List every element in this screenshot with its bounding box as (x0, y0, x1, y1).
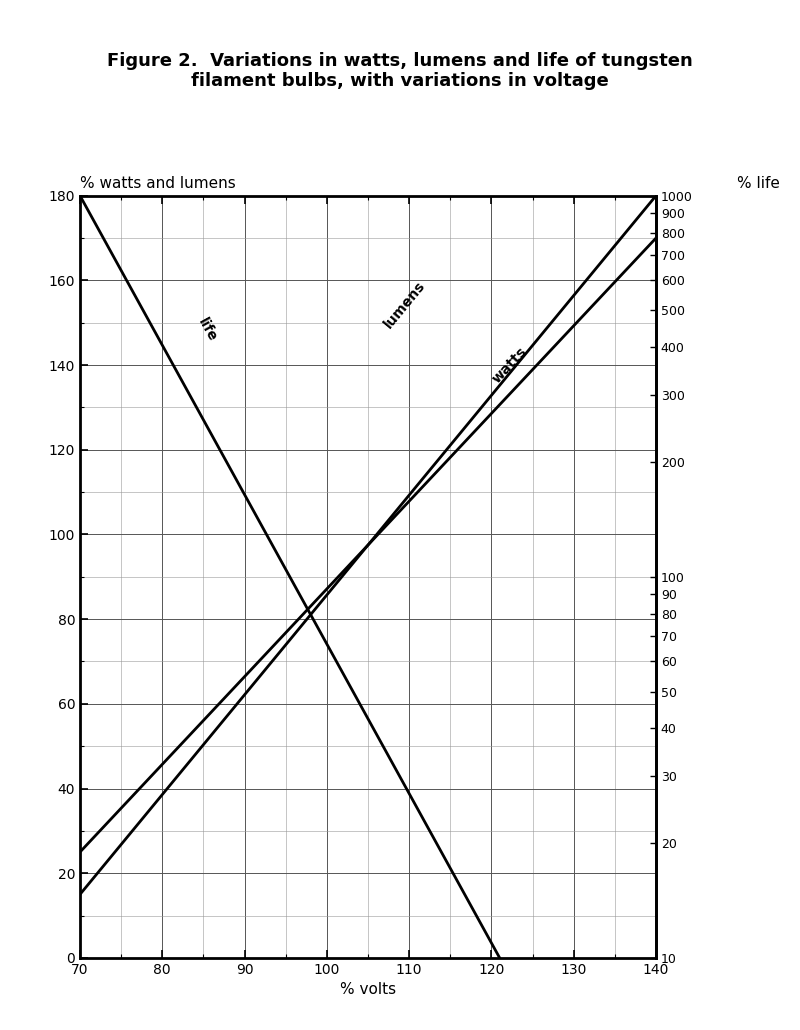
X-axis label: % volts: % volts (340, 983, 396, 997)
Text: Figure 2.  Variations in watts, lumens and life of tungsten
filament bulbs, with: Figure 2. Variations in watts, lumens an… (107, 52, 693, 91)
Text: % watts and lumens: % watts and lumens (80, 175, 236, 191)
Text: life: life (195, 316, 219, 344)
Text: lumens: lumens (382, 279, 429, 332)
Text: watts: watts (490, 345, 530, 386)
Text: % life: % life (737, 175, 780, 191)
